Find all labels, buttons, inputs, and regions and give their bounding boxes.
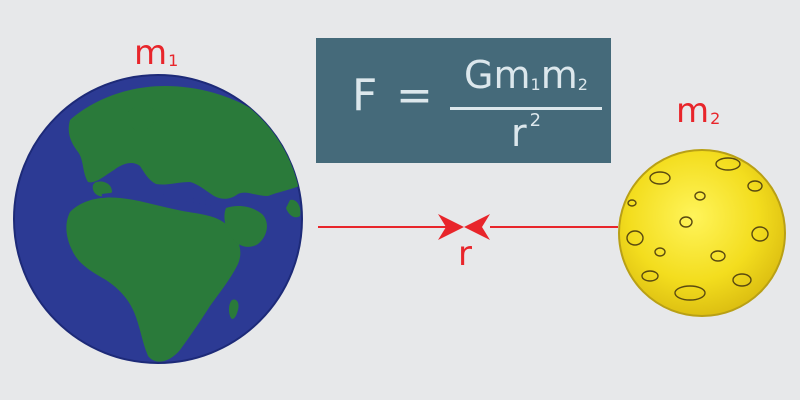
formula-numerator: Gm1m2 (464, 53, 588, 97)
formula-force: F (352, 70, 378, 121)
mass1-label: m1 (134, 33, 179, 73)
mass2-label: m2 (676, 91, 721, 131)
earth-globe-icon (13, 74, 303, 364)
arrowhead-left-icon (464, 214, 490, 240)
distance-label: r (458, 234, 472, 274)
arrowhead-right-icon (438, 214, 464, 240)
moon-icon (618, 149, 786, 317)
distance-indicator (318, 214, 618, 240)
fraction-bar (450, 107, 602, 110)
formula-equals: = (396, 70, 433, 121)
